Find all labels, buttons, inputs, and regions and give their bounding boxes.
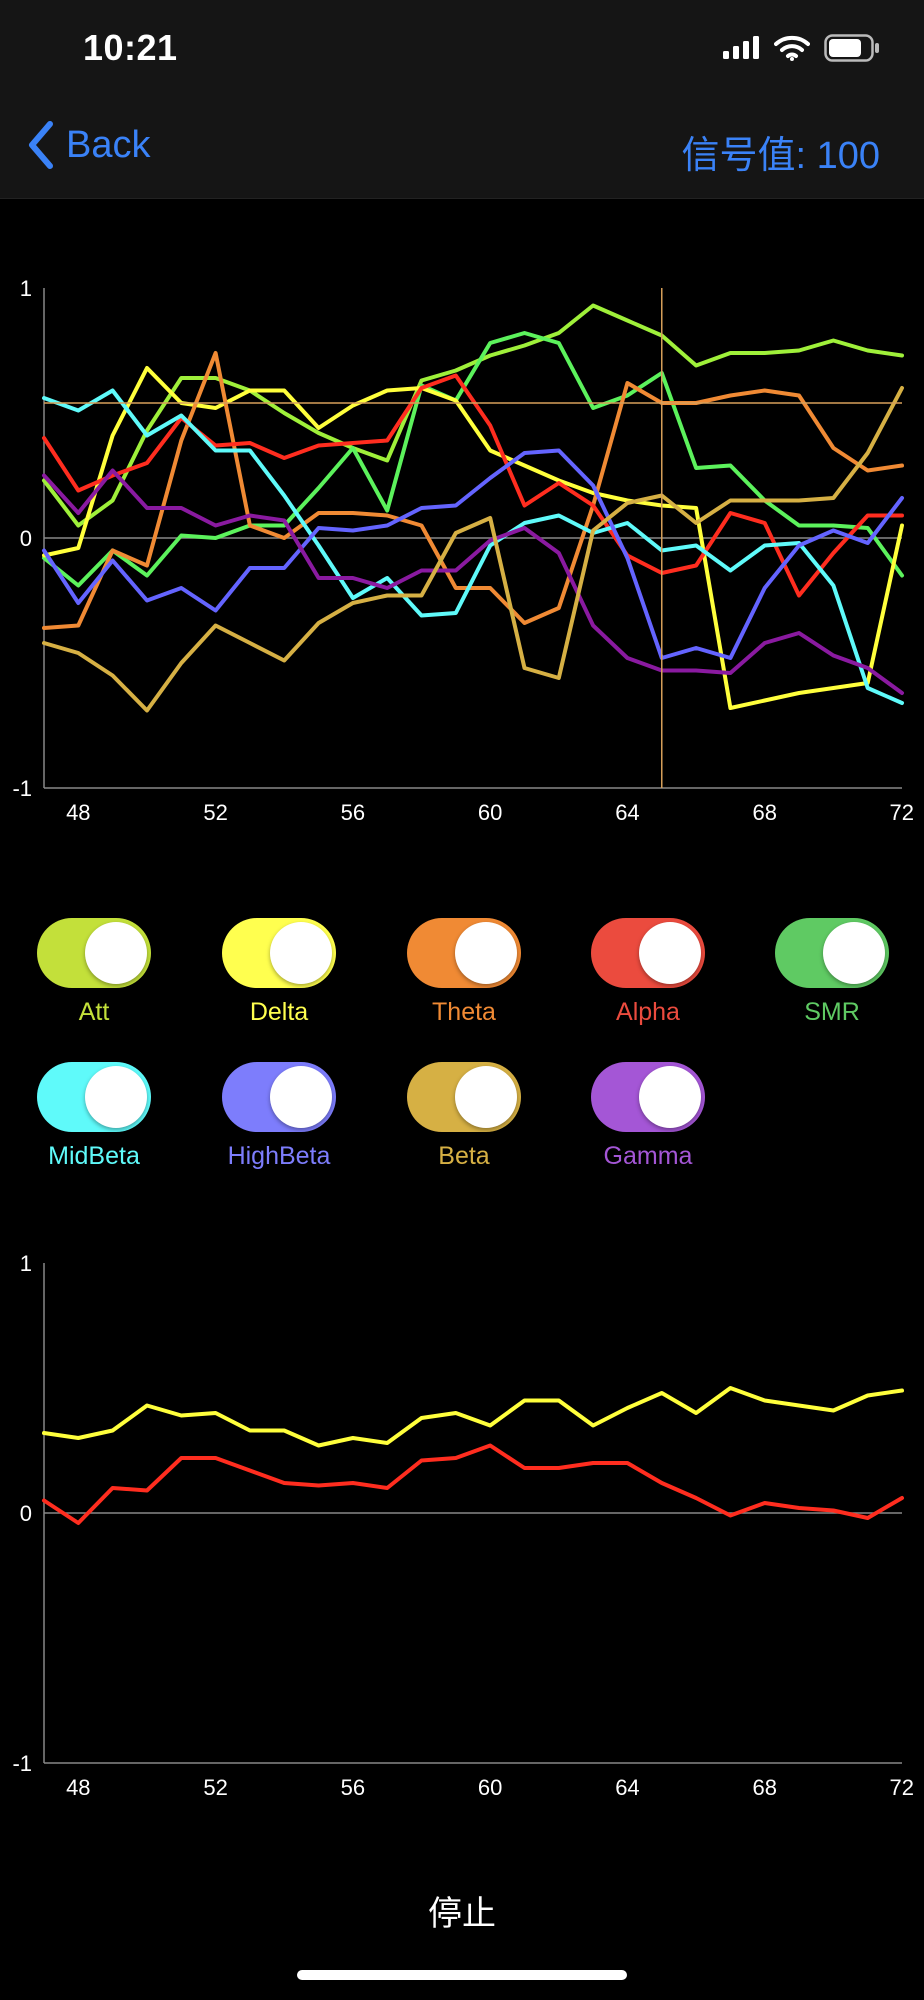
toggle-knob <box>639 922 701 984</box>
x-tick-label: 48 <box>66 800 90 825</box>
x-tick-label: 52 <box>203 800 227 825</box>
status-time: 10:21 <box>83 27 178 68</box>
toggle-knob <box>85 922 147 984</box>
theta-toggle[interactable] <box>407 918 521 988</box>
y-tick-label: -1 <box>12 776 32 801</box>
x-tick-label: 60 <box>478 1775 502 1800</box>
toggle-knob <box>639 1066 701 1128</box>
smr-toggle[interactable] <box>775 918 889 988</box>
gamma-toggle[interactable] <box>591 1062 705 1132</box>
series-line-beta <box>42 386 904 713</box>
y-tick-label: 1 <box>20 1251 32 1276</box>
status-icons <box>722 34 880 62</box>
gamma-label: Gamma <box>603 1142 693 1170</box>
chart-axis-labels: 1 0 -1 48 52 56 60 64 68 72 <box>12 276 914 825</box>
series-line-delta <box>42 366 904 710</box>
toggle-item-smr: SMR <box>752 918 912 1027</box>
band-toggles: Att Delta Theta Alpha SMR MidBeta HighBe… <box>0 918 924 1178</box>
chart-axis-labels: 1 0 -1 48 52 56 60 64 68 72 <box>12 1251 914 1800</box>
theta-label: Theta <box>432 998 496 1026</box>
series-line-att <box>42 303 904 528</box>
back-label: Back <box>66 123 151 166</box>
y-tick-label: -1 <box>12 1751 32 1776</box>
status-bar: 10:21 <box>0 0 924 98</box>
toggle-knob <box>455 922 517 984</box>
toggle-item-midbeta: MidBeta <box>14 1062 174 1171</box>
midbeta-label: MidBeta <box>48 1142 140 1170</box>
x-tick-label: 68 <box>752 800 776 825</box>
home-indicator <box>297 1970 627 1980</box>
battery-icon <box>824 34 879 62</box>
chart-gridlines <box>43 288 902 789</box>
att-toggle[interactable] <box>37 918 151 988</box>
toggle-item-delta: Delta <box>199 918 359 1027</box>
x-tick-label: 68 <box>752 1775 776 1800</box>
chart-gridlines <box>43 1263 902 1764</box>
chart-series <box>42 1386 904 1525</box>
y-tick-label: 0 <box>20 526 32 551</box>
x-tick-label: 72 <box>890 800 914 825</box>
brainwave-chart: 1 0 -1 48 52 56 60 64 68 72 <box>12 276 914 825</box>
x-tick-label: 56 <box>341 1775 365 1800</box>
stop-button[interactable]: 停止 <box>428 1895 496 1933</box>
beta-toggle[interactable] <box>407 1062 521 1132</box>
y-tick-label: 0 <box>20 1501 32 1526</box>
toggle-item-theta: Theta <box>384 918 544 1027</box>
y-tick-label: 1 <box>20 276 32 301</box>
series-line-highbeta <box>42 448 904 660</box>
highbeta-toggle[interactable] <box>222 1062 336 1132</box>
smr-label: SMR <box>804 998 860 1026</box>
x-tick-label: 48 <box>66 1775 90 1800</box>
att-label: Att <box>78 998 110 1026</box>
back-button[interactable]: Back <box>26 120 150 170</box>
toggle-item-beta: Beta <box>384 1062 544 1171</box>
cellular-signal-icon <box>723 36 759 59</box>
toggle-knob <box>270 1066 332 1128</box>
series-line-midbeta <box>42 388 904 705</box>
toggle-item-highbeta: HighBeta <box>199 1062 359 1171</box>
series-line-theta <box>42 351 904 630</box>
highbeta-label: HighBeta <box>227 1142 331 1170</box>
delta-toggle[interactable] <box>222 918 336 988</box>
x-tick-label: 72 <box>890 1775 914 1800</box>
toggle-item-gamma: Gamma <box>568 1062 728 1171</box>
x-tick-label: 52 <box>203 1775 227 1800</box>
series-line-smr <box>42 331 904 588</box>
toggle-knob <box>85 1066 147 1128</box>
alpha-label: Alpha <box>616 998 680 1026</box>
signal-value: 信号值: 100 <box>681 135 880 177</box>
series-line-yellow <box>42 1386 904 1448</box>
series-line-alpha <box>42 373 904 598</box>
attention-chart: 1 0 -1 48 52 56 60 64 68 72 <box>12 1251 914 1800</box>
alpha-toggle[interactable] <box>591 918 705 988</box>
wifi-icon <box>774 35 810 61</box>
x-tick-label: 60 <box>478 800 502 825</box>
x-tick-label: 64 <box>615 800 639 825</box>
toggle-knob <box>823 922 885 984</box>
x-tick-label: 64 <box>615 1775 639 1800</box>
toggle-item-att: Att <box>14 918 174 1027</box>
toggle-item-alpha: Alpha <box>568 918 728 1027</box>
toggle-knob <box>455 1066 517 1128</box>
delta-label: Delta <box>249 998 309 1026</box>
chart-crosshair <box>44 288 902 788</box>
series-line-gamma <box>42 468 904 695</box>
chevron-left-icon <box>29 121 53 169</box>
midbeta-toggle[interactable] <box>37 1062 151 1132</box>
series-line-red <box>42 1443 904 1525</box>
x-tick-label: 56 <box>341 800 365 825</box>
beta-label: Beta <box>438 1142 490 1170</box>
chart-series <box>42 303 904 713</box>
navigation-bar: Back 信号值: 100 <box>0 98 924 199</box>
toggle-knob <box>270 922 332 984</box>
